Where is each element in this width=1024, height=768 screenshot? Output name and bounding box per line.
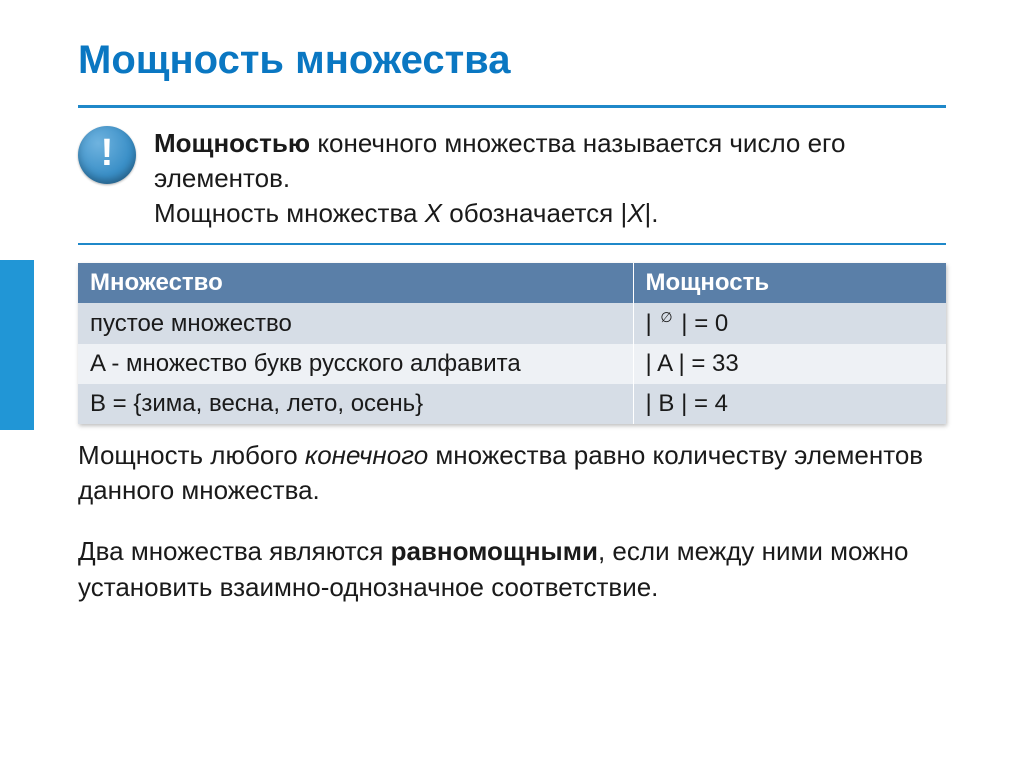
cell-cardinality: | B | = 4 — [634, 384, 946, 424]
definition-term: Мощностью — [154, 128, 310, 158]
divider-mid — [78, 243, 946, 245]
table-row: A - множество букв русского алфавита | A… — [78, 344, 946, 384]
definition-text: Мощностью конечного множества называется… — [154, 126, 946, 231]
paragraph-finite: Мощность любого конечного множества равн… — [78, 438, 946, 508]
definition-block: ! Мощностью конечного множества называет… — [78, 126, 946, 231]
cell-cardinality: | ∅ | = 0 — [634, 303, 946, 344]
col-header-set: Множество — [78, 263, 634, 303]
divider-top — [78, 105, 946, 108]
cell-set: B = {зима, весна, лето, осень} — [78, 384, 634, 424]
col-header-cardinality: Мощность — [634, 263, 946, 303]
paragraph-equipotent: Два множества являются равномощными, есл… — [78, 534, 946, 604]
table-row: B = {зима, весна, лето, осень} | B | = 4 — [78, 384, 946, 424]
cardinality-table: Множество Мощность пустое множество | ∅ … — [78, 263, 946, 424]
left-accent-bar — [0, 260, 34, 430]
cell-set: пустое множество — [78, 303, 634, 344]
definition-line-2: Мощность множества X обозначается |X|. — [154, 196, 946, 231]
table-header-row: Множество Мощность — [78, 263, 946, 303]
cell-cardinality: | A | = 33 — [634, 344, 946, 384]
table-body: пустое множество | ∅ | = 0 A - множество… — [78, 303, 946, 424]
table-row: пустое множество | ∅ | = 0 — [78, 303, 946, 344]
exclamation-icon: ! — [101, 134, 114, 172]
slide-content: Мощность множества ! Мощностью конечного… — [0, 0, 1024, 605]
page-title: Мощность множества — [78, 38, 946, 83]
alert-badge: ! — [78, 126, 136, 184]
definition-line-1: Мощностью конечного множества называется… — [154, 126, 946, 196]
cell-set: A - множество букв русского алфавита — [78, 344, 634, 384]
empty-set-icon: ∅ — [658, 309, 674, 326]
